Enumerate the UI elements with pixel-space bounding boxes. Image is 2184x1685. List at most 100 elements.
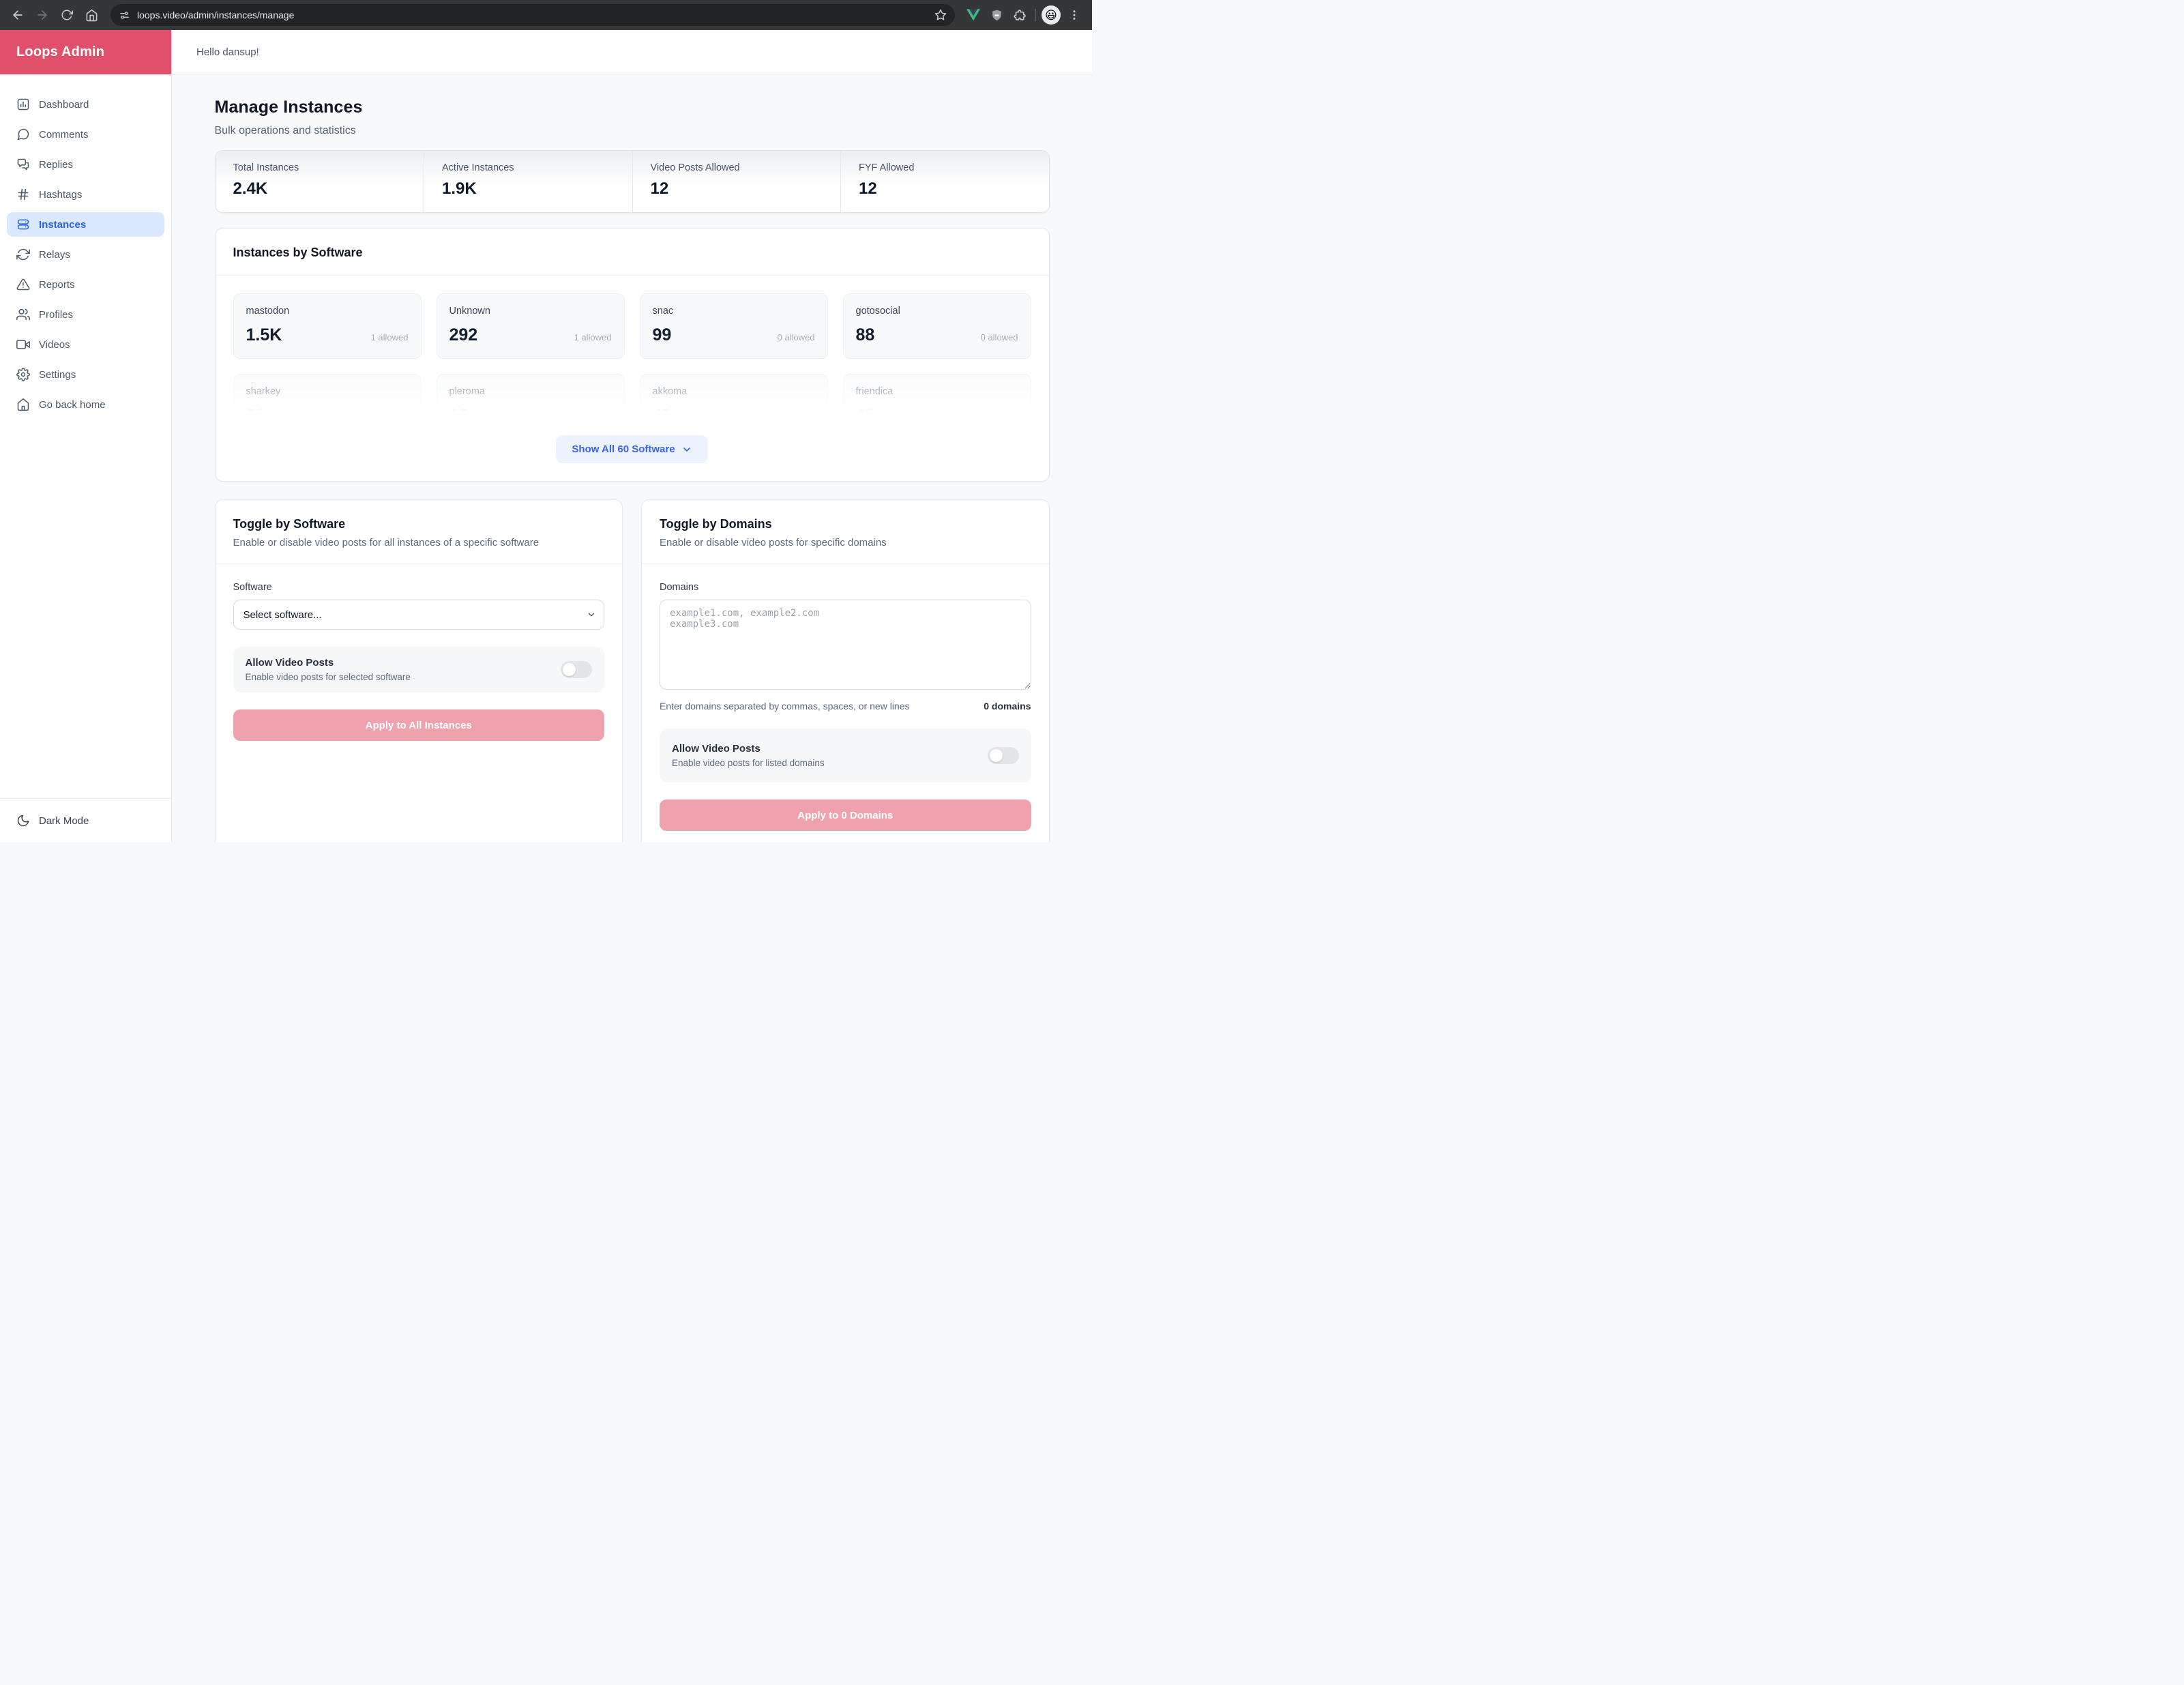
toggle-software-subtitle: Enable or disable video posts for all in…	[233, 537, 540, 548]
allow-video-posts-subtitle: Enable video posts for selected software	[245, 672, 411, 682]
sidebar-item-label: Profiles	[39, 308, 74, 321]
apply-to-domains-button[interactable]: Apply to 0 Domains	[660, 800, 1031, 831]
software-name: gotosocial	[855, 306, 900, 317]
software-name: mastodon	[246, 306, 290, 317]
sidebar-item-dashboard[interactable]: Dashboard	[7, 92, 164, 117]
software-name: pleroma	[449, 386, 485, 397]
software-count: 88	[855, 325, 875, 345]
browser-profile-avatar[interactable]: 😃	[1042, 5, 1061, 25]
software-allowed: 0 allowed	[574, 413, 612, 423]
arrow-left-icon	[13, 10, 23, 20]
software-card-sharkey: sharkey 72 0 allowed	[233, 374, 422, 423]
sidebar-nav: Dashboard Comments Replies Hashtags Inst…	[0, 74, 171, 798]
domains-helper-text: Enter domains separated by commas, space…	[660, 701, 910, 712]
sidebar-item-label: Dashboard	[39, 98, 89, 111]
stat-total-instances: Total Instances 2.4K	[215, 151, 424, 212]
software-cards-area: mastodon 1.5K 1 allowed Unknown	[233, 293, 1031, 423]
stat-label: Active Instances	[442, 162, 514, 173]
sidebar-item-label: Instances	[39, 218, 87, 231]
toggle-by-domains-panel: Toggle by Domains Enable or disable vide…	[641, 499, 1050, 843]
extensions-puzzle-icon[interactable]	[1009, 5, 1030, 25]
home-icon	[17, 398, 29, 411]
dark-mode-label: Dark Mode	[39, 815, 89, 827]
software-name: Unknown	[449, 306, 490, 317]
software-allowed: 0 allowed	[980, 413, 1018, 423]
divider	[215, 563, 622, 564]
sidebar-item-profiles[interactable]: Profiles	[7, 302, 164, 327]
software-allowed: 0 allowed	[777, 332, 815, 342]
settings-gear-icon	[16, 368, 30, 381]
kebab-menu-icon	[1073, 10, 1076, 20]
stat-value: 12	[859, 179, 877, 198]
sidebar-item-instances[interactable]: Instances	[7, 212, 164, 237]
stat-value: 2.4K	[233, 179, 268, 198]
adblock-shield-icon[interactable]	[986, 5, 1007, 25]
software-allowed: 0 allowed	[777, 413, 815, 423]
dark-mode-toggle[interactable]: Dark Mode	[0, 798, 171, 843]
toggle-domains-subtitle: Enable or disable video posts for specif…	[660, 537, 887, 548]
app-logo: Loops Admin	[0, 30, 171, 74]
browser-home-button[interactable]	[80, 4, 102, 26]
sidebar-item-settings[interactable]: Settings	[7, 362, 164, 387]
sidebar-item-reports[interactable]: Reports	[7, 272, 164, 297]
chevron-down-icon	[683, 447, 690, 452]
url-text: loops.video/admin/instances/manage	[137, 10, 295, 20]
moon-icon	[17, 815, 29, 827]
sidebar-item-videos[interactable]: Videos	[7, 332, 164, 357]
allow-video-posts-row: Allow Video Posts Enable video posts for…	[233, 647, 604, 692]
page-subtitle: Bulk operations and statistics	[214, 125, 356, 136]
software-card-mastodon: mastodon 1.5K 1 allowed	[233, 293, 422, 359]
software-count: 62	[449, 406, 469, 423]
toggle-by-software-panel: Toggle by Software Enable or disable vid…	[214, 499, 623, 843]
browser-forward-button[interactable]	[31, 4, 53, 26]
sidebar-item-hashtags[interactable]: Hashtags	[7, 182, 164, 207]
divider	[642, 563, 1049, 564]
site-settings-icon	[120, 11, 129, 19]
software-count: 99	[652, 325, 672, 345]
software-name: snac	[652, 306, 674, 317]
apply-to-all-instances-button[interactable]: Apply to All Instances	[233, 709, 604, 741]
vue-devtools-icon[interactable]	[963, 5, 984, 25]
address-bar[interactable]: loops.video/admin/instances/manage	[110, 4, 955, 26]
browser-back-button[interactable]	[7, 4, 29, 26]
sidebar-item-relays[interactable]: Relays	[7, 242, 164, 267]
stat-active-instances: Active Instances 1.9K	[424, 151, 632, 212]
software-card-friendica: friendica 45 0 allowed	[842, 374, 1031, 423]
stat-label: Total Instances	[233, 162, 299, 173]
sidebar-item-label: Videos	[39, 338, 70, 351]
allow-video-posts-switch[interactable]	[561, 661, 592, 678]
domains-textarea[interactable]	[660, 600, 1031, 690]
bookmark-star-icon[interactable]	[934, 9, 947, 21]
software-allowed: 1 allowed	[370, 332, 409, 342]
browser-menu-button[interactable]	[1063, 4, 1085, 26]
toggle-domains-title: Toggle by Domains	[660, 517, 772, 531]
instances-icon	[17, 219, 29, 230]
sidebar-item-replies[interactable]: Replies	[7, 152, 164, 177]
stat-label: Video Posts Allowed	[650, 162, 740, 173]
show-all-label: Show All 60 Software	[572, 443, 675, 455]
sidebar-item-label: Replies	[39, 158, 74, 171]
software-count: 49	[652, 406, 672, 423]
stat-fyf-allowed: FYF Allowed 12	[840, 151, 1049, 212]
software-card-pleroma: pleroma 62 0 allowed	[436, 374, 625, 423]
software-name: friendica	[855, 386, 894, 397]
home-icon	[86, 9, 97, 21]
top-header: Hello dansup!	[172, 30, 1092, 74]
stats-summary: Total Instances 2.4K Active Instances 1.…	[214, 150, 1050, 213]
comments-icon	[17, 128, 29, 141]
sidebar-item-comments[interactable]: Comments	[7, 122, 164, 147]
browser-reload-button[interactable]	[56, 4, 78, 26]
profiles-icon	[16, 308, 30, 321]
allow-video-posts-title: Allow Video Posts	[672, 743, 761, 754]
sidebar-item-go-back-home[interactable]: Go back home	[7, 392, 164, 417]
software-select[interactable]: Select software...	[233, 600, 604, 630]
show-all-software-button[interactable]: Show All 60 Software	[556, 435, 708, 463]
sidebar-item-label: Settings	[39, 368, 76, 381]
page-title: Manage Instances	[214, 98, 363, 117]
sidebar-item-label: Go back home	[39, 398, 106, 411]
stat-value: 1.9K	[442, 179, 477, 198]
allow-video-posts-switch[interactable]	[987, 747, 1019, 764]
instances-by-software-panel: Instances by Software mastodon 1.5K 1 al…	[214, 228, 1050, 482]
software-allowed: 0 allowed	[980, 332, 1018, 342]
sidebar-item-label: Reports	[39, 278, 75, 291]
